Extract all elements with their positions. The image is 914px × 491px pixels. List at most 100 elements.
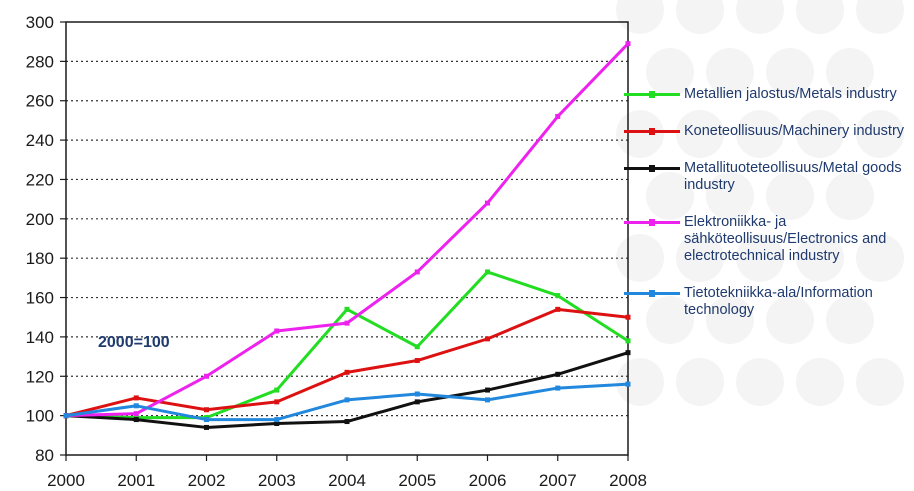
legend-marker xyxy=(649,91,655,98)
x-tick-label: 2007 xyxy=(539,471,577,490)
data-point xyxy=(555,371,561,377)
legend-swatch-metals xyxy=(624,91,680,98)
data-point xyxy=(625,314,631,320)
watermark-dot xyxy=(826,296,874,344)
data-point xyxy=(555,113,561,119)
x-tick-label: 2002 xyxy=(188,471,226,490)
data-point xyxy=(274,421,280,427)
data-point xyxy=(625,381,631,387)
watermark-dot xyxy=(646,172,694,220)
data-point xyxy=(133,417,139,423)
data-point xyxy=(414,344,420,350)
y-tick-label: 280 xyxy=(26,52,54,71)
watermark-dot xyxy=(706,296,754,344)
legend-label-metals: Metallien jalostus/Metals industry xyxy=(684,86,897,102)
data-point xyxy=(625,350,631,356)
x-axis: 2000 2001 2002 2003 2004 2005 2006 2007 2008 xyxy=(47,455,647,490)
data-point xyxy=(63,413,69,419)
legend-swatch-metal-goods xyxy=(624,165,680,172)
data-point xyxy=(274,387,280,393)
watermark xyxy=(616,0,904,406)
legend-marker xyxy=(649,165,655,172)
watermark-dot xyxy=(856,234,904,282)
legend-label-it: Tietotekniikka-ala/Information technolog… xyxy=(684,285,873,318)
legend-item-metal-goods: Metallituoteteollisuus/Metal goods indus… xyxy=(622,160,914,194)
series-lines xyxy=(63,41,631,430)
legend-label-machinery: Koneteollisuus/Machinery industry xyxy=(684,123,905,139)
watermark-dot xyxy=(646,48,694,96)
data-point xyxy=(274,328,280,334)
watermark-dot xyxy=(736,0,784,34)
data-point xyxy=(344,369,350,375)
y-tick-label: 300 xyxy=(26,13,54,32)
y-tick-label: 220 xyxy=(26,170,54,189)
data-point xyxy=(344,397,350,403)
data-point xyxy=(414,391,420,397)
data-point xyxy=(485,336,490,342)
watermark-dot xyxy=(826,172,874,220)
watermark-dot xyxy=(736,110,784,158)
y-tick-label: 240 xyxy=(26,131,54,150)
legend-item-it: Tietotekniikka-ala/Information technolog… xyxy=(622,285,914,319)
data-point xyxy=(204,373,209,379)
watermark-dot xyxy=(856,358,904,406)
y-tick-label: 100 xyxy=(26,407,54,426)
data-point xyxy=(485,269,490,275)
legend-label-metal-goods: Metallituoteteollisuus/Metal goods indus… xyxy=(684,160,902,193)
series-line-3 xyxy=(65,42,630,418)
watermark-dot xyxy=(736,234,784,282)
watermark-dot xyxy=(616,0,664,34)
x-tick-label: 2005 xyxy=(398,471,436,490)
data-point xyxy=(485,200,490,206)
watermark-dot xyxy=(856,0,904,34)
y-tick-label: 260 xyxy=(26,92,54,111)
watermark-dot xyxy=(826,48,874,96)
watermark-dot xyxy=(766,296,814,344)
legend-item-metals: Metallien jalostus/Metals industry xyxy=(622,86,914,103)
base-year-annotation: 2000=100 xyxy=(98,334,170,351)
data-point xyxy=(344,419,350,425)
y-tick-label: 200 xyxy=(26,210,54,229)
watermark-dot xyxy=(766,48,814,96)
watermark-dot xyxy=(676,110,724,158)
legend-swatch-it xyxy=(624,290,680,297)
watermark-dot xyxy=(676,234,724,282)
x-tick-label: 2008 xyxy=(609,471,647,490)
legend: Metallien jalostus/Metals industry Konet… xyxy=(622,86,914,339)
data-point xyxy=(625,338,631,344)
watermark-dot xyxy=(706,172,754,220)
data-point xyxy=(133,411,139,417)
watermark-dot xyxy=(646,296,694,344)
legend-marker xyxy=(649,219,655,226)
watermark-dot xyxy=(766,172,814,220)
data-point xyxy=(344,320,350,326)
watermark-dot xyxy=(676,358,724,406)
data-point xyxy=(274,417,280,423)
x-tick-label: 2000 xyxy=(47,471,85,490)
x-tick-label: 2001 xyxy=(117,471,155,490)
x-tick-label: 2003 xyxy=(258,471,296,490)
legend-item-electronics: Elektroniikka- ja sähköteollisuus/Electr… xyxy=(622,214,914,265)
data-point xyxy=(414,358,420,364)
y-tick-label: 120 xyxy=(26,367,54,386)
watermark-dot xyxy=(796,234,844,282)
grid-lines xyxy=(66,60,628,417)
data-point xyxy=(204,407,209,413)
y-axis: 80 100 120 140 160 180 200 220 240 260 280 300 xyxy=(26,13,66,465)
watermark-dot xyxy=(796,358,844,406)
data-point xyxy=(555,385,561,391)
watermark-dot xyxy=(676,0,724,34)
y-tick-label: 180 xyxy=(26,249,54,268)
data-point xyxy=(555,293,561,299)
legend-item-machinery: Koneteollisuus/Machinery industry xyxy=(622,123,914,140)
y-tick-label: 160 xyxy=(26,289,54,308)
watermark-dot xyxy=(796,110,844,158)
legend-marker xyxy=(649,128,655,135)
watermark-dot xyxy=(706,48,754,96)
watermark-dot xyxy=(856,110,904,158)
data-point xyxy=(555,306,561,312)
legend-marker xyxy=(649,290,655,297)
x-tick-label: 2004 xyxy=(328,471,366,490)
watermark-dot xyxy=(796,0,844,34)
